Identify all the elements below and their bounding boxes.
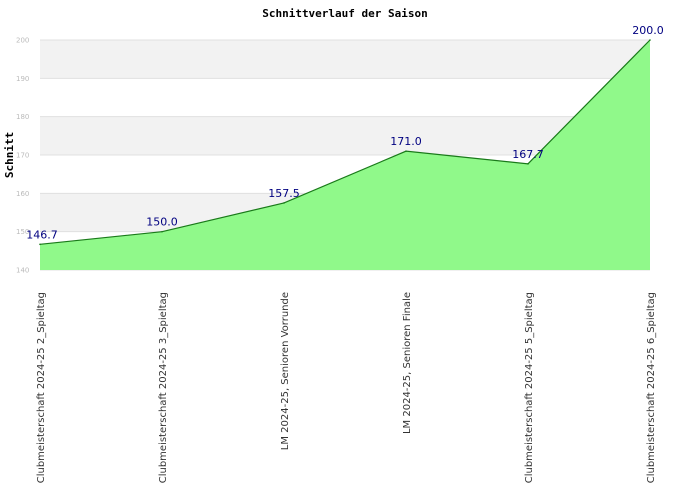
- y-tick-label: 200: [16, 37, 29, 45]
- area-fill: [40, 40, 650, 270]
- data-label: 200.0: [632, 24, 664, 37]
- data-point: [161, 230, 163, 233]
- data-label: 171.0: [390, 135, 422, 148]
- data-point: [649, 39, 651, 41]
- x-tick-label: Clubmeisterschaft 2024-25 2_Spieltag: [36, 292, 47, 483]
- data-point: [39, 243, 41, 246]
- x-tick-label: Clubmeisterschaft 2024-25 5_Spieltag: [524, 292, 535, 483]
- y-tick-label: 140: [16, 267, 29, 275]
- data-label: 167.7: [512, 148, 544, 161]
- y-tick-label: 160: [16, 190, 29, 198]
- y-tick-label: 180: [16, 113, 29, 121]
- chart-title: Schnittverlauf der Saison: [262, 7, 428, 20]
- x-tick-label: LM 2024-25, Senioren Finale: [402, 292, 413, 434]
- y-tick-label: 170: [16, 152, 29, 160]
- y-axis-ticks: 140 150 160 170 180 190 200: [16, 37, 29, 275]
- y-tick-label: 190: [16, 75, 29, 83]
- x-tick-label: Clubmeisterschaft 2024-25 6_Spieltag: [646, 292, 657, 483]
- data-label: 157.5: [268, 187, 300, 200]
- area-series: [39, 39, 651, 270]
- x-tick-label: Clubmeisterschaft 2024-25 3_Spieltag: [158, 292, 169, 483]
- plot-band: [40, 40, 650, 79]
- x-tick-label: LM 2024-25, Senioren Vorrunde: [280, 292, 291, 450]
- data-label: 146.7: [26, 228, 58, 241]
- data-point: [527, 163, 529, 165]
- y-axis-label: Schnitt: [3, 132, 16, 178]
- y-tick-label: 150: [16, 228, 29, 236]
- data-point: [405, 150, 407, 152]
- data-point: [283, 202, 285, 204]
- series-line: [39, 39, 651, 245]
- plot-band: [40, 78, 650, 117]
- x-axis-ticks: Clubmeisterschaft 2024-25 2_Spieltag Club…: [36, 292, 657, 483]
- data-labels: 146.7 150.0 157.5 171.0 167.7 200.0: [26, 24, 664, 241]
- data-label: 150.0: [146, 216, 178, 229]
